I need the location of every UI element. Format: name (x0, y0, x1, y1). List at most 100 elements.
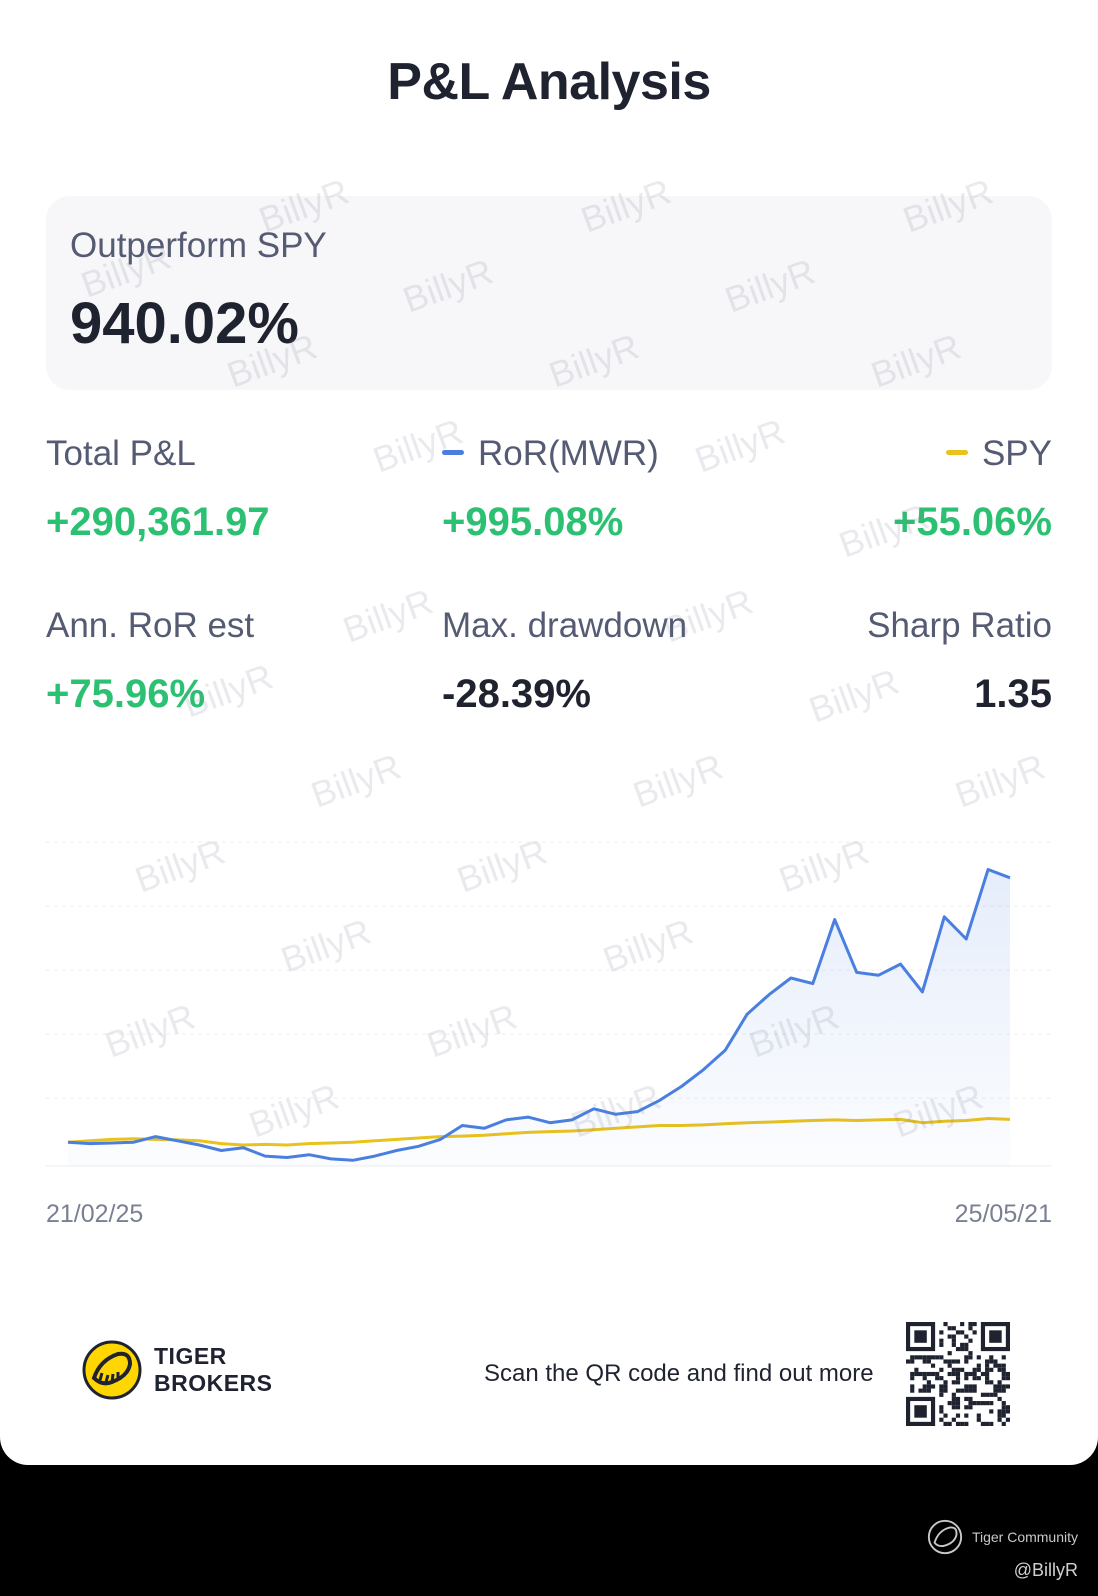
qr-module (997, 1413, 1002, 1418)
qr-module (939, 1388, 944, 1393)
qr-module (1001, 1355, 1006, 1360)
qr-module (1005, 1371, 1010, 1377)
qr-module (997, 1388, 1002, 1393)
qr-module (972, 1388, 977, 1393)
spy-label: SPY (981, 434, 1052, 473)
qr-module (930, 1384, 936, 1389)
qr-module (985, 1359, 990, 1364)
ror-legend: RoR(MWR) (442, 434, 659, 474)
qr-module (939, 1330, 944, 1335)
qr-module (1005, 1417, 1010, 1422)
qr-module (985, 1367, 990, 1372)
total-pl-value: +290,361.97 (46, 500, 270, 544)
qr-module (964, 1388, 969, 1393)
qr-module (951, 1417, 956, 1422)
qr-module (989, 1409, 994, 1414)
qr-module (985, 1421, 990, 1426)
qr-module (968, 1396, 973, 1402)
qr-module (976, 1355, 981, 1360)
qr-finder-square (989, 1330, 1002, 1343)
qr-module (964, 1421, 969, 1426)
qr-module (980, 1392, 986, 1397)
stat-max-drawdown: Max. drawdown -28.39% (442, 606, 687, 717)
ror-legend-marker (442, 450, 464, 456)
qr-module (955, 1413, 961, 1418)
qr-module (955, 1405, 961, 1410)
qr-module (951, 1392, 956, 1397)
qr-module (968, 1322, 973, 1327)
brand-line-2: BROKERS (154, 1370, 273, 1396)
qr-module (947, 1401, 952, 1406)
qr-module (993, 1363, 998, 1368)
pl-chart-svg (46, 841, 1052, 1167)
qr-module (980, 1401, 986, 1406)
qr-module (968, 1355, 973, 1360)
qr-module (964, 1355, 969, 1360)
x-axis-start-label: 21/02/25 (46, 1200, 144, 1228)
sharp-ratio-label: Sharp Ratio (867, 606, 1052, 645)
ror-area (68, 869, 1010, 1166)
qr-module (960, 1367, 965, 1372)
watermark-text: BillyR (305, 745, 407, 816)
x-axis-end-label: 25/05/21 (954, 1200, 1052, 1228)
qr-module (964, 1359, 969, 1364)
qr-module (910, 1355, 915, 1360)
qr-module (922, 1384, 927, 1389)
qr-module (930, 1371, 936, 1377)
qr-module (964, 1371, 969, 1377)
qr-module (1005, 1376, 1010, 1381)
qr-module (964, 1384, 969, 1389)
qr-module (968, 1405, 973, 1410)
qr-module (947, 1359, 952, 1364)
qr-module (964, 1376, 969, 1381)
ror-value: +995.08% (442, 500, 624, 544)
qr-module (939, 1405, 944, 1410)
qr-module (985, 1363, 990, 1368)
qr-module (980, 1421, 986, 1426)
qr-module (964, 1342, 969, 1347)
pl-chart[interactable] (46, 840, 1052, 1190)
qr-module (1001, 1409, 1006, 1414)
qr-module (951, 1367, 956, 1372)
tiger-community-icon (927, 1519, 963, 1555)
max-drawdown-value: -28.39% (442, 672, 591, 716)
qr-module (935, 1371, 940, 1377)
qr-module (997, 1417, 1002, 1422)
qr-module (926, 1355, 931, 1360)
tiger-community-badge: Tiger Community (926, 1518, 1078, 1556)
qr-module (968, 1371, 973, 1377)
qr-module (976, 1413, 981, 1418)
qr-module (976, 1401, 981, 1406)
qr-module (968, 1351, 973, 1356)
qr-module (955, 1380, 961, 1385)
qr-module (997, 1396, 1002, 1402)
watermark-text: BillyR (627, 745, 729, 816)
qr-module (955, 1376, 961, 1381)
qr-module (993, 1392, 998, 1397)
qr-module (955, 1388, 961, 1393)
brand-name: TIGER BROKERS (154, 1343, 273, 1397)
qr-module (930, 1355, 936, 1360)
qr-module (947, 1371, 952, 1377)
qr-module (972, 1401, 977, 1406)
qr-module (980, 1371, 986, 1377)
scan-qr-text: Scan the QR code and find out more (484, 1360, 874, 1387)
qr-module (972, 1371, 977, 1377)
qr-module (964, 1413, 969, 1418)
spy-value: +55.06% (892, 500, 1052, 544)
ann-ror-value: +75.96% (46, 672, 206, 716)
qr-module (951, 1371, 956, 1377)
qr-module (997, 1367, 1002, 1372)
qr-module (951, 1338, 956, 1343)
qr-module (918, 1388, 923, 1393)
qr-module (989, 1392, 994, 1397)
qr-code-icon[interactable] (906, 1322, 1010, 1426)
ann-ror-label: Ann. RoR est (46, 606, 255, 645)
qr-module (939, 1338, 944, 1343)
pl-analysis-card: P&L Analysis Outperform SPY 940.02% Tota… (0, 0, 1098, 1465)
qr-module (914, 1355, 919, 1360)
qr-module (976, 1363, 981, 1368)
qr-module (976, 1417, 981, 1422)
stat-total-pl: Total P&L +290,361.97 (46, 434, 270, 545)
qr-module (989, 1359, 994, 1364)
